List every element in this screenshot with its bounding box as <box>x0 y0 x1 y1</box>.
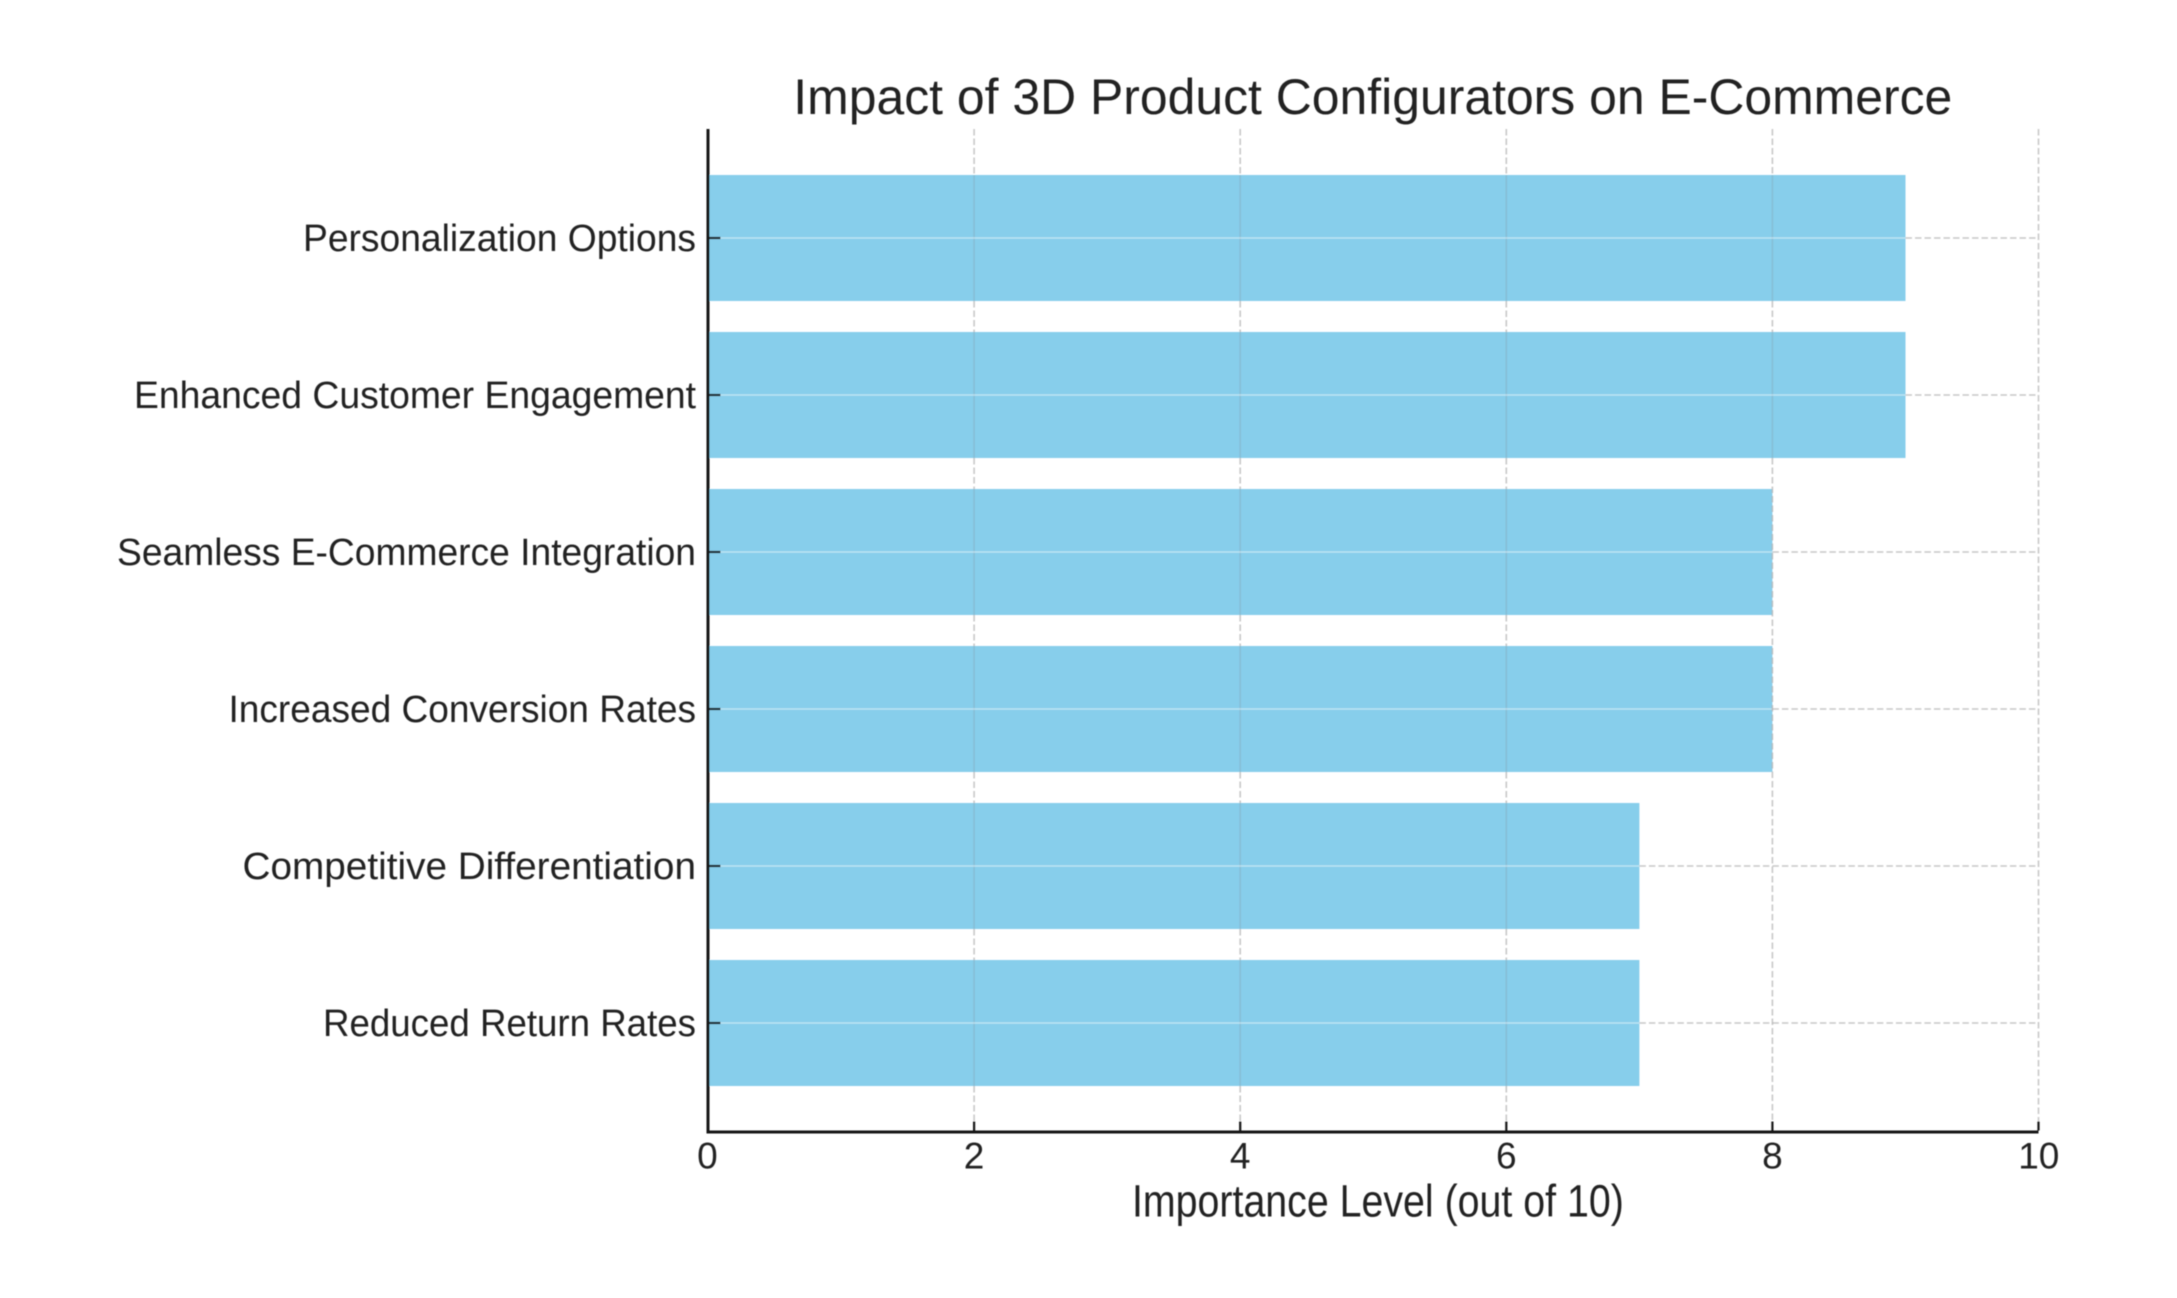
svg-text:Enhanced Customer Engagement: Enhanced Customer Engagement <box>134 375 696 417</box>
svg-text:Increased Conversion Rates: Increased Conversion Rates <box>229 689 697 731</box>
svg-text:Impact of 3D Product Configura: Impact of 3D Product Configurators on E-… <box>793 68 1952 125</box>
svg-text:Seamless E-Commerce Integratio: Seamless E-Commerce Integration <box>117 532 696 574</box>
svg-text:6: 6 <box>1496 1136 1517 1177</box>
svg-text:8: 8 <box>1762 1136 1783 1177</box>
svg-text:Importance Level (out of 10): Importance Level (out of 10) <box>1132 1176 1624 1227</box>
svg-text:10: 10 <box>2018 1136 2059 1177</box>
svg-text:0: 0 <box>697 1136 718 1177</box>
svg-text:Competitive Differentiation: Competitive Differentiation <box>243 846 697 888</box>
svg-text:4: 4 <box>1230 1136 1251 1177</box>
svg-text:Personalization Options: Personalization Options <box>303 218 696 260</box>
svg-text:2: 2 <box>964 1136 985 1177</box>
svg-text:Reduced Return Rates: Reduced Return Rates <box>323 1003 696 1045</box>
